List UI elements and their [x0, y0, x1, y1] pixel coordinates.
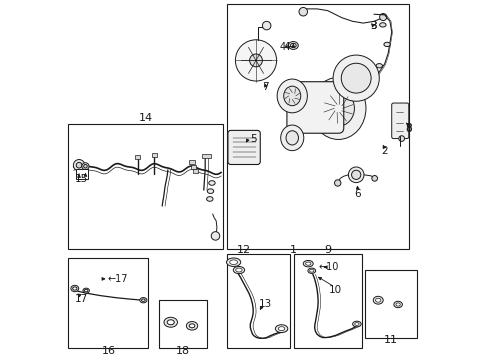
Ellipse shape: [290, 43, 296, 47]
Text: 18: 18: [175, 346, 189, 356]
Circle shape: [249, 54, 262, 67]
FancyBboxPatch shape: [391, 103, 408, 139]
Ellipse shape: [302, 261, 313, 267]
Bar: [151, 153, 156, 157]
Ellipse shape: [84, 290, 88, 292]
Ellipse shape: [229, 260, 237, 265]
Ellipse shape: [307, 268, 315, 273]
Ellipse shape: [395, 303, 399, 306]
Circle shape: [235, 40, 276, 81]
Text: 3: 3: [370, 21, 377, 31]
Text: 4: 4: [283, 42, 289, 52]
Ellipse shape: [379, 23, 385, 27]
Ellipse shape: [276, 79, 307, 113]
Circle shape: [333, 55, 378, 101]
Circle shape: [76, 162, 82, 168]
Ellipse shape: [207, 189, 213, 193]
Ellipse shape: [393, 301, 402, 308]
Ellipse shape: [375, 64, 382, 68]
Text: 1: 1: [289, 246, 296, 256]
Ellipse shape: [141, 299, 145, 301]
Circle shape: [73, 160, 85, 171]
Circle shape: [262, 21, 271, 30]
Ellipse shape: [83, 288, 89, 293]
Ellipse shape: [354, 323, 358, 326]
Ellipse shape: [383, 42, 390, 46]
Bar: [68, 258, 148, 348]
Text: 6: 6: [354, 188, 361, 198]
Text: 10: 10: [328, 285, 341, 295]
Ellipse shape: [352, 321, 361, 327]
Bar: [293, 254, 361, 348]
Circle shape: [348, 167, 363, 183]
Ellipse shape: [226, 258, 240, 266]
Circle shape: [298, 7, 307, 16]
Text: 3: 3: [370, 21, 377, 31]
Ellipse shape: [309, 269, 313, 272]
Text: 7: 7: [262, 82, 268, 92]
Circle shape: [211, 232, 219, 240]
Text: 11: 11: [383, 335, 397, 345]
Ellipse shape: [164, 317, 177, 327]
Text: ←10: ←10: [318, 262, 339, 272]
Ellipse shape: [235, 268, 242, 272]
Text: 2: 2: [380, 146, 387, 156]
Ellipse shape: [278, 327, 284, 331]
Ellipse shape: [189, 324, 195, 328]
Bar: [76, 169, 88, 180]
Text: 13: 13: [258, 299, 272, 309]
Ellipse shape: [373, 296, 382, 304]
Ellipse shape: [208, 181, 215, 185]
Bar: [364, 270, 416, 337]
Circle shape: [84, 165, 87, 168]
Circle shape: [341, 63, 370, 93]
Text: 9: 9: [323, 246, 331, 256]
Ellipse shape: [322, 91, 354, 126]
Text: 16: 16: [101, 346, 115, 356]
Ellipse shape: [186, 322, 197, 330]
Ellipse shape: [286, 131, 298, 145]
Ellipse shape: [206, 197, 212, 201]
Ellipse shape: [305, 262, 310, 265]
Ellipse shape: [275, 325, 287, 333]
Bar: [201, 154, 211, 158]
Bar: [68, 124, 223, 249]
Ellipse shape: [139, 298, 147, 303]
FancyBboxPatch shape: [287, 82, 343, 133]
Circle shape: [398, 136, 404, 141]
Ellipse shape: [233, 266, 244, 273]
Circle shape: [379, 14, 386, 21]
Text: 12: 12: [237, 246, 251, 256]
Bar: [159, 300, 207, 348]
Bar: [192, 169, 198, 174]
Text: ←17: ←17: [107, 274, 127, 284]
Circle shape: [371, 176, 377, 181]
Circle shape: [82, 163, 89, 170]
Ellipse shape: [167, 320, 174, 325]
Text: 17: 17: [75, 294, 89, 304]
Text: 8: 8: [405, 124, 411, 134]
Ellipse shape: [375, 298, 380, 302]
Ellipse shape: [71, 285, 78, 292]
Ellipse shape: [283, 86, 300, 106]
Circle shape: [351, 170, 360, 180]
Ellipse shape: [288, 41, 298, 49]
FancyBboxPatch shape: [227, 130, 260, 165]
Bar: [190, 165, 196, 169]
Bar: [226, 4, 408, 249]
Ellipse shape: [73, 287, 77, 290]
Bar: [135, 155, 140, 159]
Text: 5: 5: [249, 134, 256, 144]
Bar: [226, 254, 290, 348]
Text: 4←: 4←: [279, 42, 293, 52]
Ellipse shape: [310, 77, 365, 140]
Bar: [189, 160, 195, 164]
Text: 15: 15: [75, 175, 88, 185]
Circle shape: [334, 180, 340, 186]
Ellipse shape: [280, 125, 303, 151]
Text: 14: 14: [138, 113, 152, 123]
Text: 8: 8: [405, 123, 411, 133]
